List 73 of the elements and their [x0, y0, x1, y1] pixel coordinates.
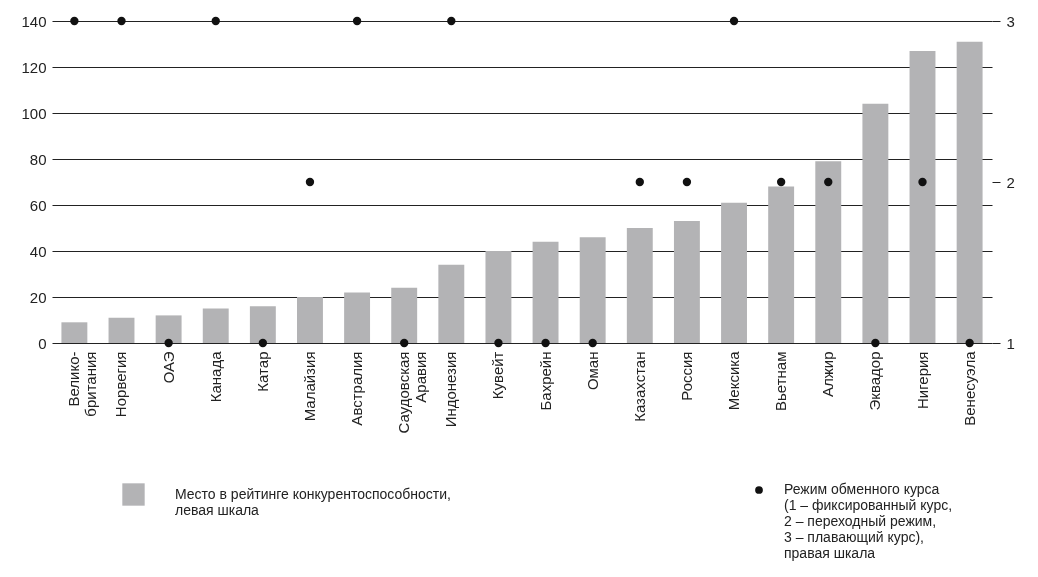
- point: [824, 177, 833, 187]
- y-tick-label: 60: [29, 196, 47, 214]
- x-tick-label: Канада: [206, 350, 224, 403]
- bar: [721, 202, 747, 343]
- bar: [768, 186, 795, 343]
- x-tick-label: Велико- британия: [65, 351, 100, 417]
- point: [211, 16, 220, 26]
- x-tick-label: Нигерия: [913, 351, 931, 410]
- x-tick-label: Саудовская Аравия: [395, 351, 430, 434]
- point: [400, 338, 409, 348]
- x-tick-label: Австралия: [348, 351, 366, 426]
- x-tick-label: Индонезия: [442, 351, 460, 428]
- point: [117, 16, 126, 26]
- bar: [532, 241, 559, 343]
- bar: [909, 50, 936, 343]
- bar: [579, 237, 606, 343]
- bar: [673, 221, 700, 343]
- y2-tick-label: 3: [1006, 12, 1015, 30]
- bar: [108, 317, 135, 343]
- point: [70, 16, 79, 26]
- x-tick-label: Россия: [677, 351, 695, 401]
- x-tick-label: Венесуэла: [960, 350, 978, 426]
- bar: [485, 251, 512, 343]
- x-tick-label: Эквадор: [866, 351, 884, 411]
- bar: [438, 264, 465, 343]
- bar: [956, 41, 983, 343]
- x-tick-label: Кувейт: [489, 351, 507, 400]
- x-tick-label: Бахрейн: [536, 351, 554, 411]
- legend-label: Место в рейтинге конкурентоспособности, левая шкала: [175, 485, 451, 518]
- point: [258, 338, 268, 348]
- bar: [155, 315, 182, 343]
- x-tick-label: Малайзия: [300, 351, 318, 422]
- point: [494, 338, 503, 348]
- y-tick-label: 0: [38, 334, 47, 352]
- bar: [61, 322, 88, 343]
- y-tick-label: 20: [29, 288, 47, 306]
- y-tick-label: 80: [29, 150, 47, 168]
- y2-tick-label: 1: [1006, 334, 1015, 352]
- point: [918, 177, 927, 187]
- point: [588, 338, 597, 348]
- x-tick-label: Норвегия: [112, 351, 130, 418]
- point: [871, 338, 880, 348]
- point: [776, 177, 786, 187]
- bar: [344, 292, 371, 343]
- bar: [297, 297, 323, 343]
- y-tick-label: 100: [21, 104, 47, 122]
- x-tick-label: ОАЭ: [159, 351, 177, 384]
- y2-tick-label: 2: [1006, 173, 1015, 191]
- bar: [391, 287, 418, 343]
- legend-label: Режим обменного курса (1 – фиксированный курс, 2 – переходный режим, 3 – плавающий курс), правая шкала: [784, 481, 953, 561]
- y-tick-label: 120: [21, 58, 47, 76]
- point: [164, 338, 173, 348]
- bar: [249, 306, 276, 343]
- bar: [626, 228, 653, 343]
- point: [729, 16, 739, 26]
- x-tick-label: Казахстан: [630, 351, 648, 422]
- bar: [202, 308, 229, 343]
- x-tick-label: Вьетнам: [772, 351, 790, 411]
- bar: [862, 103, 889, 343]
- point: [447, 16, 456, 26]
- x-tick-label: Мексика: [725, 350, 743, 411]
- y-tick-label: 40: [29, 242, 47, 260]
- point: [541, 338, 550, 348]
- point: [305, 177, 315, 187]
- x-tick-label: Оман: [583, 351, 601, 391]
- point: [635, 177, 644, 187]
- point: [352, 16, 362, 26]
- point: [682, 177, 692, 187]
- x-tick-label: Алжир: [819, 351, 837, 398]
- point: [965, 338, 974, 348]
- y-tick-label: 140: [21, 12, 47, 30]
- x-tick-label: Катар: [253, 351, 271, 392]
- bar: [815, 161, 842, 343]
